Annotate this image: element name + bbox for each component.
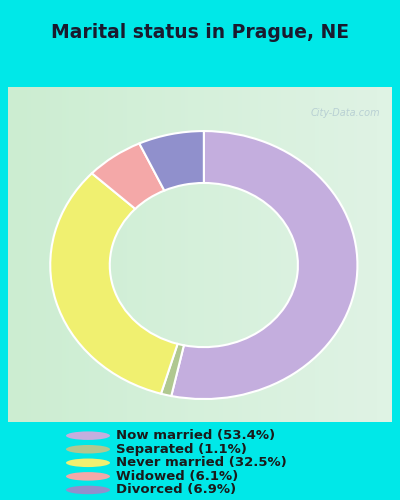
Wedge shape	[171, 131, 358, 399]
Circle shape	[66, 445, 110, 454]
Wedge shape	[161, 344, 184, 396]
Text: Now married (53.4%): Now married (53.4%)	[116, 429, 275, 442]
Wedge shape	[50, 174, 178, 394]
Circle shape	[66, 486, 110, 494]
Text: Marital status in Prague, NE: Marital status in Prague, NE	[51, 22, 349, 42]
Wedge shape	[92, 144, 164, 209]
Text: Separated (1.1%): Separated (1.1%)	[116, 442, 247, 456]
Text: City-Data.com: City-Data.com	[311, 108, 380, 118]
Circle shape	[66, 472, 110, 480]
Wedge shape	[139, 131, 204, 190]
Text: Widowed (6.1%): Widowed (6.1%)	[116, 470, 238, 483]
Text: Divorced (6.9%): Divorced (6.9%)	[116, 484, 236, 496]
Text: Never married (32.5%): Never married (32.5%)	[116, 456, 287, 469]
Circle shape	[66, 458, 110, 467]
Circle shape	[66, 432, 110, 440]
